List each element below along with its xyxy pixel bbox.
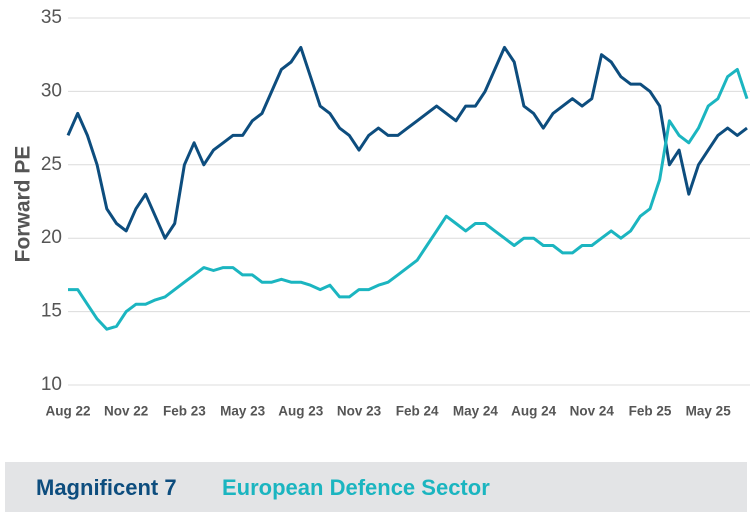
y-tick-label: 10 xyxy=(41,374,62,395)
x-tick-label: Nov 23 xyxy=(337,404,382,419)
y-tick-label: 25 xyxy=(41,154,62,175)
x-tick-label: May 24 xyxy=(453,404,499,419)
y-tick-label: 15 xyxy=(41,301,62,322)
x-tick-label: Feb 23 xyxy=(163,404,206,419)
x-tick-label: Nov 22 xyxy=(104,404,148,419)
x-tick-label: Feb 24 xyxy=(396,404,439,419)
x-tick-label: May 23 xyxy=(220,404,266,419)
x-tick-label: Aug 23 xyxy=(278,404,324,419)
x-tick-label: Nov 24 xyxy=(570,404,615,419)
x-tick-label: Aug 24 xyxy=(511,404,557,419)
y-tick-label: 20 xyxy=(41,227,62,248)
y-tick-label: 35 xyxy=(41,7,62,28)
line-series xyxy=(68,67,749,331)
legend-label: Magnificent 7 xyxy=(36,475,177,500)
legend-label: European Defence Sector xyxy=(222,475,490,500)
line-series xyxy=(66,45,748,240)
x-tick-label: Aug 22 xyxy=(45,404,90,419)
y-tick-label: 30 xyxy=(41,80,62,101)
y-axis-label: Forward PE xyxy=(12,146,35,263)
legend-band xyxy=(5,462,747,512)
x-tick-label: May 25 xyxy=(686,404,732,419)
x-tick-label: Feb 25 xyxy=(629,404,672,419)
